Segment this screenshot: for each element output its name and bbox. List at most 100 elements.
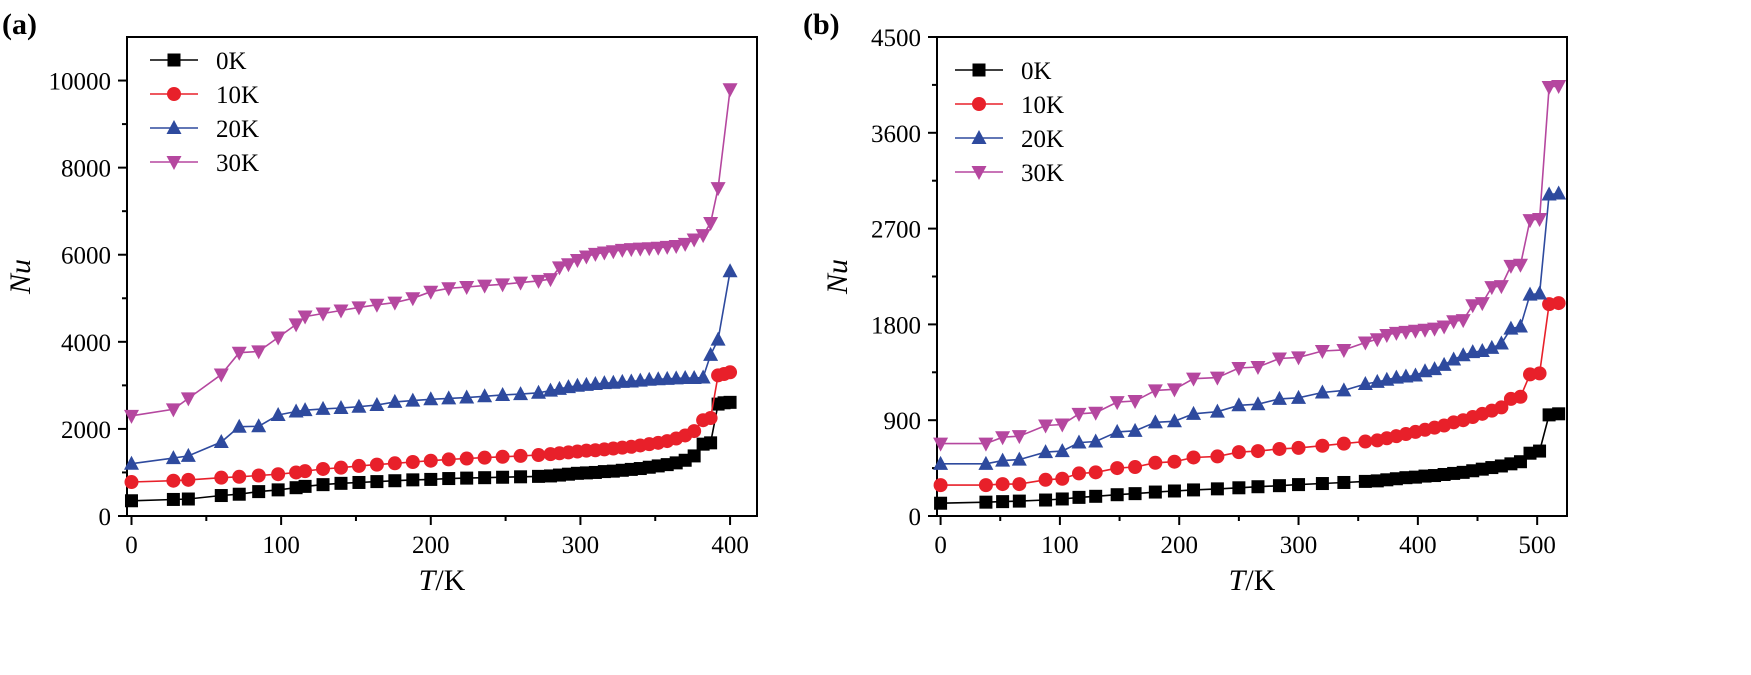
y-tick-label: 3600 [871,121,921,148]
data-point-30K [180,392,196,407]
legend-entry-10K: 10K [150,82,259,109]
data-point-20K [1532,285,1548,300]
chart-panel-1: 0 100 200 300 400 500 0 900 1800 2700 3600 4500 (b) T… [803,8,1568,597]
data-point-30K [978,437,994,452]
data-point-20K [1407,367,1423,382]
legend-entry-20K: 20K [150,116,259,143]
data-point-30K [1071,407,1087,422]
data-point-0K [496,470,510,484]
data-point-0K [514,470,528,484]
y-tick-label: 0 [909,504,922,531]
data-point-0K [1251,480,1265,494]
data-point-20K [933,455,949,470]
data-point-10K [232,469,247,484]
data-point-20K [722,263,738,278]
data-point-10K [495,449,510,464]
legend-label: 30K [216,150,259,177]
data-point-20K [495,386,511,401]
legend-marker [167,53,181,67]
data-point-20K [710,331,726,346]
data-point-30K [1388,326,1404,341]
legend-entry-20K: 20K [955,126,1064,153]
data-point-20K [1336,382,1352,397]
y-tick-label: 4000 [61,330,111,357]
data-point-30K [405,292,421,307]
data-point-30K [1186,372,1202,387]
data-point-10K [1038,472,1053,487]
data-point-20K [1109,423,1125,438]
data-point-10K [1110,461,1125,476]
y-axis-label: Nu [821,259,854,295]
series-line-0K [940,413,1559,504]
data-point-30K [560,258,576,273]
data-point-0K [1128,487,1142,501]
legend-label: 0K [1021,58,1052,85]
data-point-30K [605,245,621,260]
series-20K [933,185,1567,470]
data-point-30K [551,261,567,276]
data-point-10K [1128,460,1143,475]
legend-entry-30K: 30K [955,160,1064,187]
series-line-10K [940,302,1559,486]
x-axis-label: T/K [1229,564,1276,597]
data-point-10K [1551,296,1566,311]
data-point-30K [677,237,693,252]
data-point-10K [459,451,474,466]
data-point-30K [531,274,547,289]
data-point-20K [703,346,719,361]
data-point-30K [995,431,1011,446]
data-point-30K [614,243,630,258]
data-point-30K [1474,297,1490,312]
data-point-0K [232,487,246,501]
data-point-0K [1148,485,1162,499]
data-point-30K [1357,336,1373,351]
data-point-10K [441,452,456,467]
legend-label: 0K [216,48,247,75]
data-point-30K [1484,281,1500,296]
data-point-30K [578,250,594,265]
data-point-10K [271,467,286,482]
data-point-20K [297,402,313,417]
data-point-10K [316,461,331,476]
x-tick-label: 400 [1399,532,1437,559]
data-point-10K [1532,366,1547,381]
x-tick-label: 400 [711,532,749,559]
x-tick-label: 500 [1518,532,1556,559]
data-point-20K [1484,339,1500,354]
x-axis-label-unit: /K [435,564,465,597]
data-point-30K [423,285,439,300]
legend-marker [166,120,182,134]
data-point-20K [1127,422,1143,437]
data-point-0K [723,395,737,409]
y-tick-label: 10000 [49,69,112,96]
data-point-10K [1210,449,1225,464]
data-point-30K [1541,81,1557,96]
data-point-10K [387,456,402,471]
data-point-30K [587,247,603,262]
x-tick-label: 200 [1160,532,1198,559]
x-tick-label: 0 [934,532,947,559]
data-point-30K [477,279,493,294]
data-point-0K [334,476,348,490]
data-point-20K [1551,185,1567,200]
data-point-20K [1314,384,1330,399]
panel-label: (b) [803,8,840,41]
data-point-20K [1147,414,1163,429]
data-point-20K [1493,335,1509,350]
data-point-20K [1231,397,1247,412]
series-30K [123,83,738,424]
data-point-0K [166,492,180,506]
data-point-10K [251,468,266,483]
data-point-30K [1465,299,1481,314]
data-point-10K [1250,444,1265,459]
data-point-30K [659,240,675,255]
data-point-0K [406,473,420,487]
data-point-20K [405,392,421,407]
data-point-10K [405,455,420,470]
data-point-20K [1291,389,1307,404]
data-point-30K [369,298,385,313]
data-point-30K [1417,323,1433,338]
data-point-30K [495,278,511,293]
data-point-20K [1054,443,1070,458]
